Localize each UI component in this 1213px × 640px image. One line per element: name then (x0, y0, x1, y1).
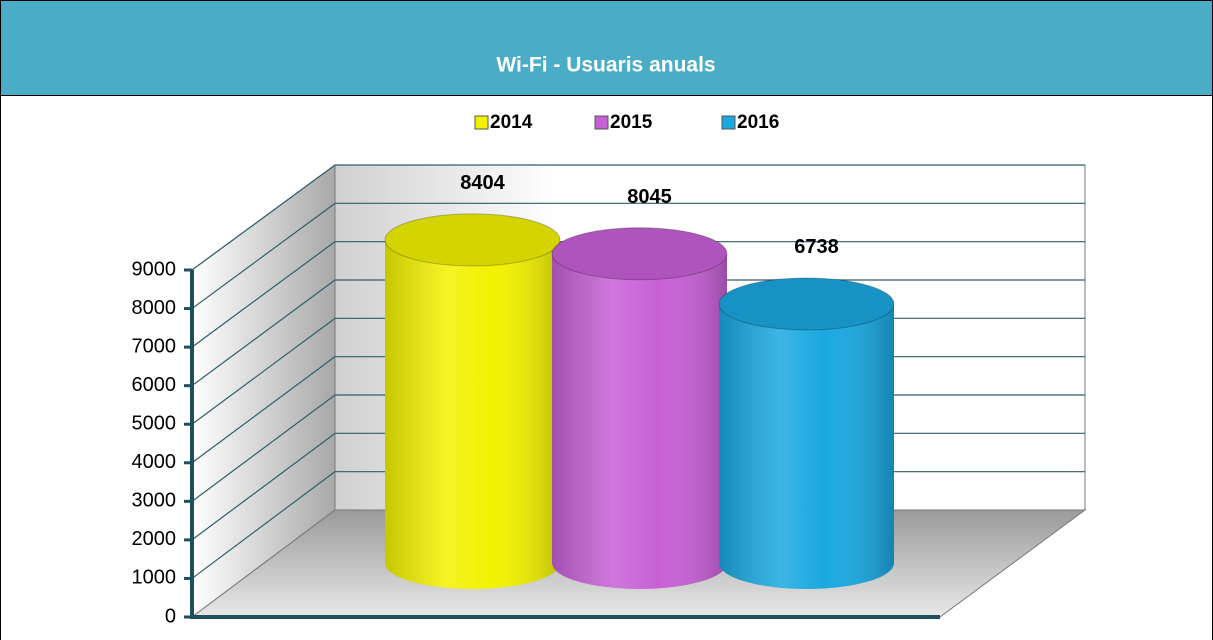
cylinder-top-shade (385, 213, 560, 266)
cylinder-shade (552, 253, 728, 589)
y-tick-label: 7000 (132, 335, 177, 357)
header-bar (0, 0, 1213, 96)
side-grid-line (191, 317, 336, 425)
legend-swatch (474, 115, 489, 130)
y-tick-label: 2000 (132, 528, 177, 550)
cylinder-top (551, 227, 728, 281)
data-label: 6738 (794, 236, 839, 258)
cylinder-top-shade (719, 277, 894, 330)
legend-swatch (721, 115, 736, 130)
side-grid-line (191, 471, 336, 579)
legend-label: 2015 (610, 112, 653, 133)
side-grid-line (191, 202, 336, 310)
cylinder-top (384, 213, 561, 267)
side-grid-line (191, 356, 336, 464)
y-tick-label: 4000 (132, 451, 177, 473)
cylinder-shade (385, 239, 560, 589)
y-tick-label: 1000 (132, 567, 177, 589)
side-grid-line (191, 164, 336, 271)
legend-swatch (594, 115, 609, 130)
cylinder-top-shade (552, 227, 727, 280)
y-tick-label: 0 (165, 605, 176, 627)
y-tick-label: 6000 (132, 374, 177, 396)
y-tick-label: 9000 (132, 258, 177, 280)
chart-title: Wi-Fi - Usuaris anuals (496, 54, 715, 77)
side-grid-line (191, 279, 336, 387)
cylinder-shade (719, 303, 894, 589)
side-grid-line (191, 241, 336, 348)
side-grid-line (191, 394, 336, 502)
data-label: 8404 (460, 172, 505, 194)
side-grid-line (191, 432, 336, 541)
y-tick-label: 8000 (132, 297, 177, 319)
y-tick-label: 5000 (132, 413, 177, 435)
data-label: 8045 (627, 186, 672, 208)
legend-label: 2016 (737, 112, 779, 133)
y-tick-label: 3000 (132, 490, 177, 512)
legend-label: 2014 (490, 112, 533, 133)
cylinder-top (718, 277, 895, 331)
